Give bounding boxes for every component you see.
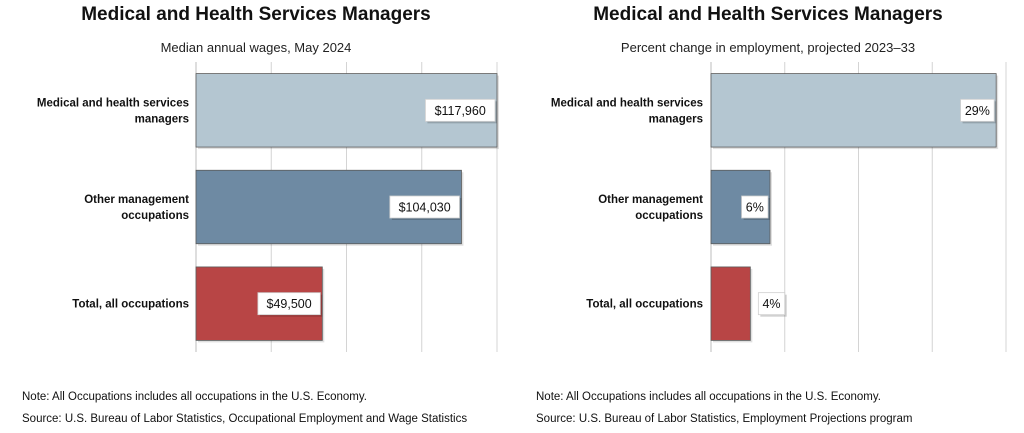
chart-subtitle: Median annual wages, May 2024 (160, 40, 352, 55)
data-label: $117,960 (435, 104, 486, 118)
chart-title: Medical and Health Services Managers (81, 4, 431, 25)
data-label-box (741, 195, 769, 219)
data-label: 29% (965, 104, 990, 118)
category-label: Total, all occupations (72, 299, 189, 311)
category-label: managers (135, 113, 189, 125)
category-label: Total, all occupations (586, 299, 703, 311)
category-label: Other management (598, 194, 703, 206)
category-label: Medical and health services (37, 97, 189, 109)
chart-title: Medical and Health Services Managers (593, 4, 943, 25)
chart-source: Source: U.S. Bureau of Labor Statistics,… (22, 413, 468, 425)
data-label: 4% (762, 297, 780, 311)
category-label: occupations (635, 210, 703, 222)
category-label: managers (649, 113, 703, 125)
data-label: $104,030 (399, 201, 451, 215)
wages-bar-chart: Medical and health services managers $117,… (37, 62, 499, 352)
data-label-box (424, 98, 496, 122)
category-label: Medical and health services (551, 97, 703, 109)
category-label: Other management (84, 194, 189, 206)
data-label-box (960, 98, 995, 122)
chart-note: Note: All Occupations includes all occup… (536, 391, 881, 403)
data-label: 6% (746, 201, 764, 215)
bar (710, 73, 997, 148)
employment-chart-panel: Medical and Health Services Managers Per… (512, 0, 1024, 433)
chart-note: Note: All Occupations includes all occup… (22, 391, 367, 403)
data-label: $49,500 (267, 297, 312, 311)
category-label: occupations (121, 210, 189, 222)
data-label-box (757, 292, 786, 316)
chart-source: Source: U.S. Bureau of Labor Statistics,… (536, 413, 913, 425)
data-label-box (257, 292, 321, 316)
chart-subtitle: Percent change in employment, projected … (620, 40, 916, 55)
bar (710, 266, 751, 341)
wages-chart-panel: Medical and Health Services Managers Med… (22, 4, 499, 425)
data-label-box (389, 195, 460, 219)
employment-bar-chart: Medical and health services managers 29% Ot… (551, 62, 1007, 352)
